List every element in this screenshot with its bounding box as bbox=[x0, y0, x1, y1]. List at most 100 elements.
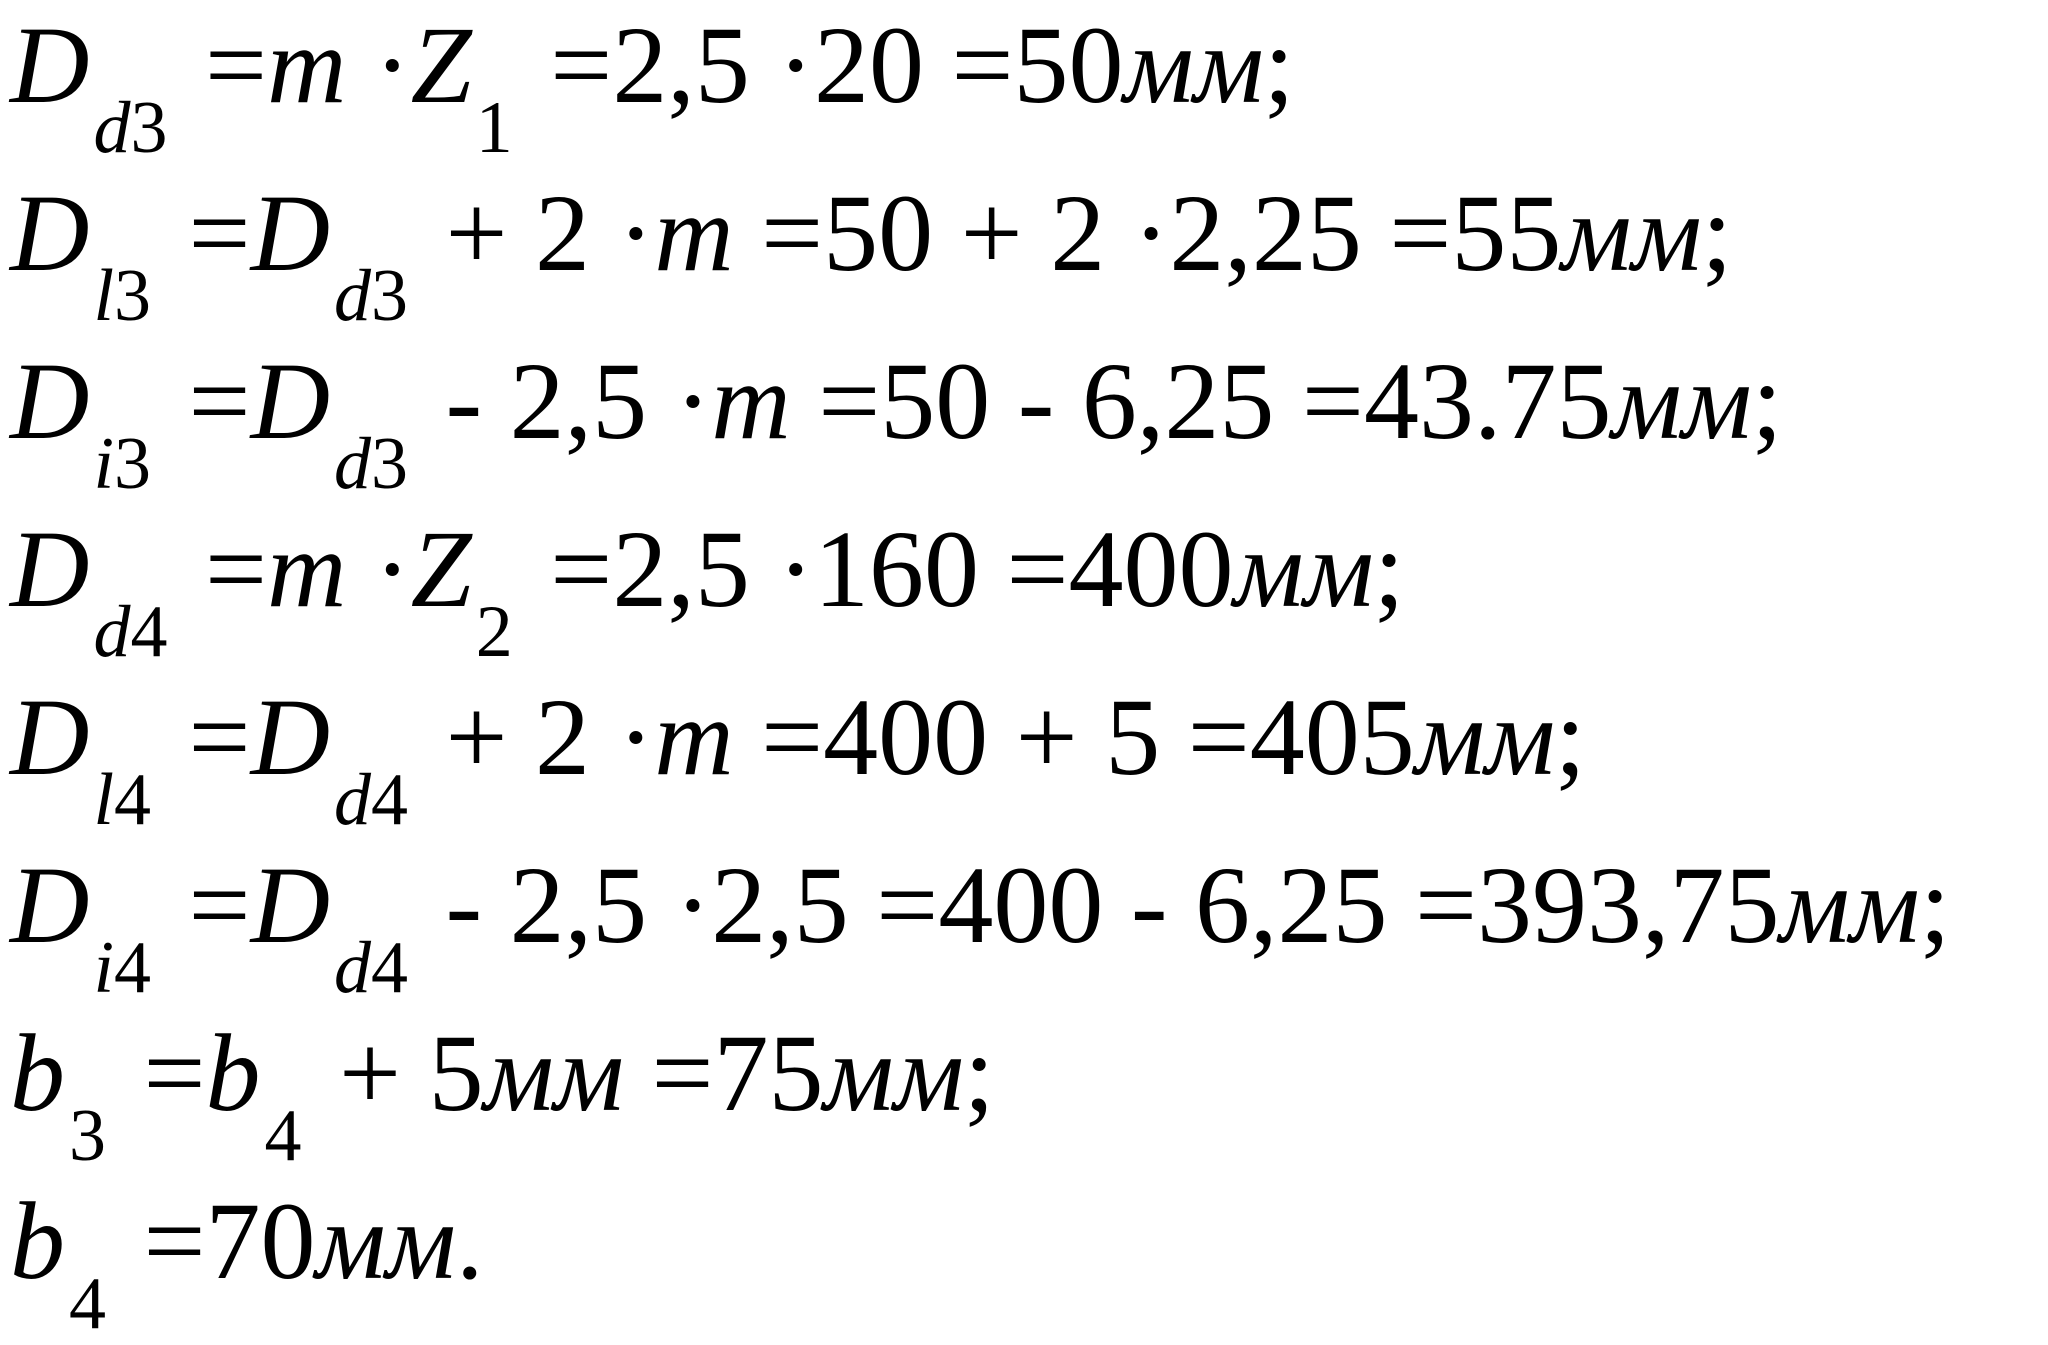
subscript: d3 bbox=[334, 423, 408, 505]
equation-token: мм bbox=[315, 1180, 456, 1302]
equation-token: 3 bbox=[69, 1095, 106, 1177]
equation-token: =50 + 2 ·2,25 =55 bbox=[733, 172, 1562, 294]
equation-token: D bbox=[250, 172, 331, 294]
subscript: l4 bbox=[93, 759, 151, 841]
equation-token: i bbox=[93, 927, 115, 1009]
equation-token: D bbox=[10, 844, 90, 966]
equation-token: m bbox=[267, 508, 347, 630]
equation-token: мм bbox=[1779, 844, 1920, 966]
equation-token: · bbox=[346, 508, 411, 630]
equation-token: =2,5 ·20 =50 bbox=[522, 4, 1124, 126]
subscript: d3 bbox=[334, 255, 408, 337]
equation-token: = bbox=[177, 508, 267, 630]
equation-token: l bbox=[93, 255, 115, 337]
equation-token: = bbox=[116, 1012, 206, 1134]
equation-token: d bbox=[334, 423, 372, 505]
equation-token: мм bbox=[1561, 172, 1702, 294]
equation-token: 4 bbox=[130, 591, 168, 673]
equation-line: b4 =70мм. bbox=[10, 1176, 1950, 1345]
subscript: i3 bbox=[93, 423, 151, 505]
equation-token: 1 bbox=[475, 87, 513, 169]
equation-token: m bbox=[654, 172, 734, 294]
equation-token: 3 bbox=[114, 423, 152, 505]
equation-token: d bbox=[334, 759, 372, 841]
equation-token: + 2 · bbox=[418, 676, 655, 798]
equation-token: i bbox=[93, 423, 115, 505]
equation-token: 4 bbox=[69, 1263, 106, 1345]
equation-token: D bbox=[250, 340, 331, 462]
equation-token: мм bbox=[1233, 508, 1374, 630]
equation-token: ; bbox=[1373, 508, 1405, 630]
subscript: d4 bbox=[334, 927, 408, 1009]
equation-token: Z bbox=[410, 4, 472, 126]
equation-token: D bbox=[250, 676, 331, 798]
subscript: d4 bbox=[334, 759, 408, 841]
equation-token: = bbox=[161, 172, 251, 294]
equation-token: = bbox=[161, 844, 251, 966]
equation-token: b bbox=[205, 1012, 261, 1134]
equation-token: = bbox=[161, 676, 251, 798]
subscript: i4 bbox=[93, 927, 151, 1009]
equation-line: Dl3 =Dd3 + 2 ·m =50 + 2 ·2,25 =55мм; bbox=[10, 168, 1950, 337]
equation-token: 4 bbox=[114, 927, 152, 1009]
equation-list: Dd3 =m ·Z1 =2,5 ·20 =50мм; Dl3 =Dd3 + 2 ·… bbox=[10, 0, 1951, 1345]
equation-token: 4 bbox=[371, 927, 409, 1009]
equation-token: 4 bbox=[371, 759, 409, 841]
equation-token: 4 bbox=[264, 1095, 302, 1177]
equation-token: мм bbox=[1123, 4, 1264, 126]
subscript: l3 bbox=[93, 255, 151, 337]
subscript: d4 bbox=[93, 591, 167, 673]
equation-token: · bbox=[346, 4, 411, 126]
equation-token: 4 bbox=[114, 759, 152, 841]
equation-line: b3 =b4 + 5мм =75мм; bbox=[10, 1008, 1950, 1177]
equation-token: + 5 bbox=[311, 1012, 484, 1134]
equation-token: =50 - 6,25 =43.75 bbox=[790, 340, 1612, 462]
subscript: 4 bbox=[265, 1095, 302, 1177]
equation-token: Z bbox=[410, 508, 472, 630]
subscript: 4 bbox=[69, 1263, 106, 1345]
equation-token: b bbox=[10, 1180, 65, 1302]
equation-token: b bbox=[10, 1012, 65, 1134]
equation-token: =70 bbox=[116, 1180, 316, 1302]
subscript: d3 bbox=[93, 87, 167, 169]
equation-token: D bbox=[10, 508, 90, 630]
equation-token: =75 bbox=[624, 1012, 824, 1134]
equation-token: d bbox=[93, 87, 131, 169]
equation-token: =2,5 ·160 =400 bbox=[522, 508, 1234, 630]
equation-token: мм bbox=[483, 1012, 624, 1134]
equation-token: m bbox=[711, 340, 791, 462]
equation-token: 3 bbox=[371, 423, 409, 505]
equation-token: D bbox=[10, 172, 90, 294]
equation-token: m bbox=[267, 4, 347, 126]
equation-line: Di3 =Dd3 - 2,5 ·m =50 - 6,25 =43.75мм; bbox=[10, 336, 1950, 505]
subscript: 1 bbox=[476, 87, 513, 169]
equation-token: D bbox=[250, 844, 331, 966]
equation-token: D bbox=[10, 676, 90, 798]
equation-token: = bbox=[177, 4, 267, 126]
subscript: 3 bbox=[69, 1095, 106, 1177]
equation-token: ; bbox=[1919, 844, 1951, 966]
equation-token: - 2,5 ·2,5 =400 - 6,25 =393,75 bbox=[418, 844, 1780, 966]
equation-token: d bbox=[334, 927, 372, 1009]
equation-token: ; bbox=[1701, 172, 1733, 294]
equation-token: 3 bbox=[130, 87, 168, 169]
equation-token: ; bbox=[963, 1012, 995, 1134]
equation-token: =400 + 5 =405 bbox=[733, 676, 1415, 798]
equation-line: Dl4 =Dd4 + 2 ·m =400 + 5 =405мм; bbox=[10, 672, 1950, 841]
equation-line: Dd3 =m ·Z1 =2,5 ·20 =50мм; bbox=[10, 0, 1950, 169]
equation-line: Di4 =Dd4 - 2,5 ·2,5 =400 - 6,25 =393,75м… bbox=[10, 840, 1951, 1009]
equation-token: d bbox=[334, 255, 372, 337]
equation-token: + 2 · bbox=[418, 172, 655, 294]
equation-token: D bbox=[10, 340, 90, 462]
equation-token: 3 bbox=[371, 255, 409, 337]
equation-token: ; bbox=[1751, 340, 1783, 462]
equation-token: мм bbox=[823, 1012, 964, 1134]
equation-token: 2 bbox=[475, 591, 513, 673]
equation-token: мм bbox=[1414, 676, 1556, 798]
equation-token: . bbox=[455, 1180, 484, 1302]
equation-token: D bbox=[10, 4, 90, 126]
equation-token: 3 bbox=[114, 255, 152, 337]
equation-token: d bbox=[93, 591, 131, 673]
equation-token: ; bbox=[1263, 4, 1295, 126]
equation-token: мм bbox=[1611, 340, 1752, 462]
